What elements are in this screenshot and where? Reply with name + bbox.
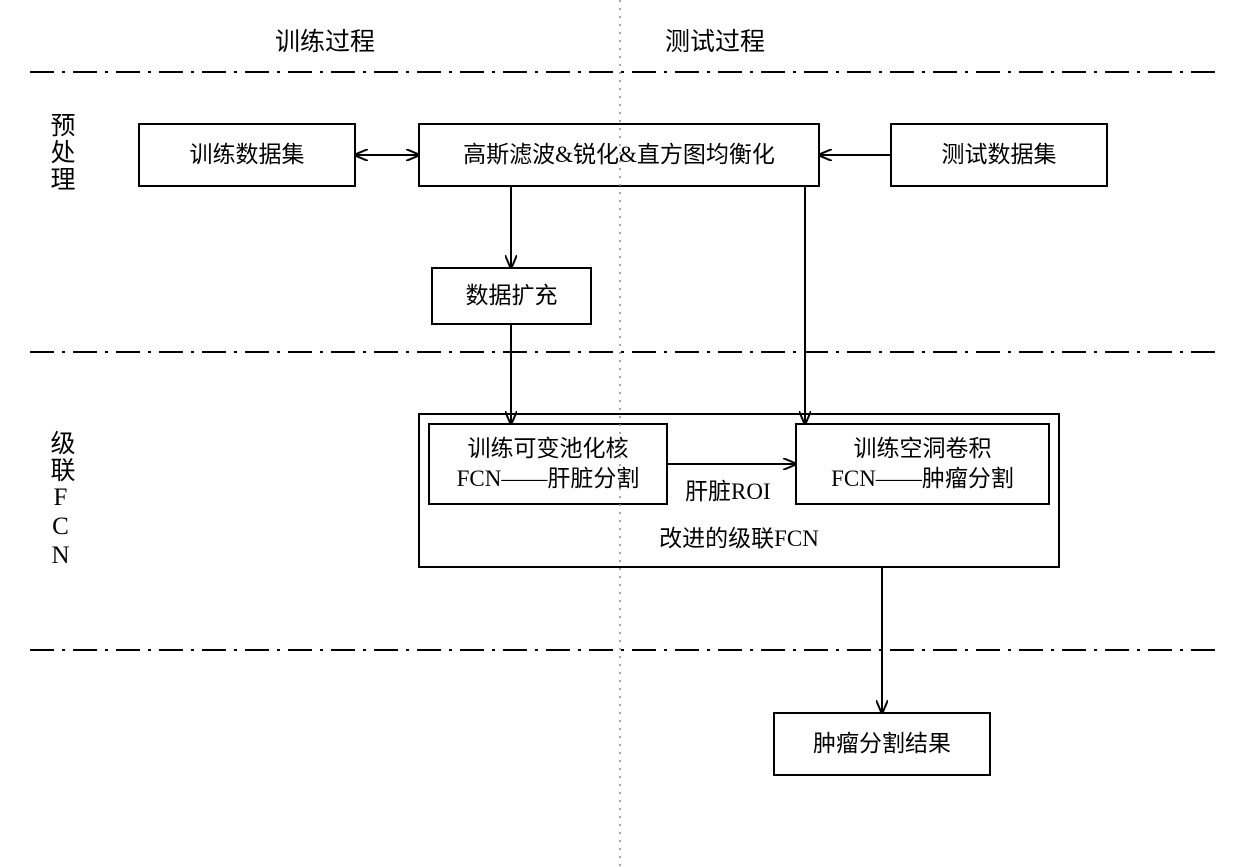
node-augment: 数据扩充 [431,267,592,325]
node-train-data: 训练数据集 [138,123,356,187]
header-train: 训练过程 [275,22,375,58]
cascade-caption: 改进的级联FCN [659,524,819,554]
node-preprocess: 高斯滤波&锐化&直方图均衡化 [418,123,820,187]
header-test: 测试过程 [665,22,765,58]
node-fcn-tumor: 训练空洞卷积 FCN——肿瘤分割 [795,423,1050,505]
node-fcn-liver: 训练可变池化核 FCN——肝脏分割 [428,423,668,505]
roi-label: 肝脏ROI [685,472,771,506]
node-result: 肿瘤分割结果 [773,712,991,776]
row-label-cascade: 级联FCN [42,430,78,571]
node-test-data: 测试数据集 [890,123,1108,187]
row-label-preprocess: 预处理 [42,112,78,193]
